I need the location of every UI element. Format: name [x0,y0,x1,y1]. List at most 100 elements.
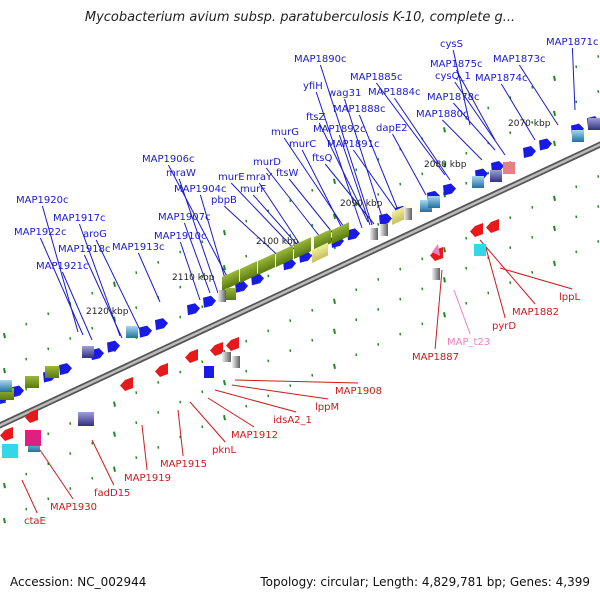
tick-mark [487,171,490,175]
tick-mark [597,240,600,243]
tick-mark [311,308,314,312]
leader-line [375,82,446,176]
gene-label: MAP1915 [160,459,207,470]
tick-mark [575,250,578,254]
teal-block [472,176,484,188]
gene-label: dapE2 [376,123,408,134]
tick-mark [575,185,578,189]
tick-mark [267,274,270,278]
gene-label: wag31 [328,88,361,99]
gene-label: ftsQ [312,153,332,164]
tick-mark [91,476,94,480]
leader-line [338,134,371,226]
gene-label: MAP1917c [53,213,105,224]
tick-mark [465,301,468,305]
genome-summary-label: Topology: circular; Length: 4,829,781 bp… [260,575,590,589]
leader-line [288,178,337,238]
tick-mark [245,219,248,223]
tick-mark [531,271,534,274]
tick-mark [575,100,578,104]
gene-label: fadD15 [94,488,130,499]
gene-label: MAP1892c [313,124,365,135]
gray-block [370,228,378,240]
gene-label: MAP1904c [174,184,226,195]
leader-line [453,289,471,335]
tick-mark [487,106,490,110]
leader-line [91,439,115,486]
blue-block [204,366,214,378]
gray-block [404,208,412,220]
leader-line [571,47,576,111]
leader-line [231,384,329,400]
leader-line [265,167,325,243]
tick-mark [201,275,204,279]
leader-line [315,91,363,229]
gene-label: MAP1912 [231,430,278,441]
tick-mark [377,193,380,196]
tick-mark [47,347,50,351]
forward-gene-arrow [187,303,200,316]
gene-label: MAP1875c [430,59,482,70]
tick-mark [575,65,578,69]
tick-mark [113,281,116,287]
tick-mark [553,225,556,232]
olive-block [276,245,293,267]
tick-mark [25,357,28,361]
leader-line [207,397,255,428]
forward-gene-arrow [139,325,152,338]
tick-mark [47,312,50,316]
olive-block [294,237,311,259]
reverse-gene-arrow [185,349,198,363]
tick-mark [223,380,226,386]
leader-line [230,182,299,254]
tick-mark [311,338,314,342]
tick-mark [443,277,446,283]
tick-mark [553,260,556,267]
tick-mark [421,257,424,261]
leader-line [177,409,184,457]
leader-line [352,149,397,211]
tick-mark [575,215,578,219]
tick-mark [179,370,182,374]
tick-mark [355,203,358,207]
leader-line [358,114,401,216]
magenta-block [25,430,41,446]
forward-gene-arrow [347,228,360,241]
gene-label: murD [253,157,281,168]
olive-block [222,269,239,291]
gene-label: pyrD [492,321,516,332]
leader-line [499,267,573,290]
reverse-gene-arrow [486,219,499,233]
tick-mark [399,267,402,271]
leader-line [324,163,375,225]
tick-mark [289,349,292,353]
tick-mark [377,223,380,226]
gene-label: MAP1882 [512,307,559,318]
tick-mark [25,507,28,511]
tick-mark [443,312,446,318]
tick-mark [289,319,292,323]
olive-block [226,288,236,300]
gene-label: MAP1922c [14,227,66,238]
leader-line [344,98,384,221]
forward-gene-arrow [203,295,216,308]
leader-line [455,69,496,141]
leader-line [518,64,559,126]
tick-mark [333,363,336,369]
tick-mark [91,441,94,445]
gene-label: MAP1907c [158,212,210,223]
tick-mark [311,373,314,377]
leader-line [500,83,536,141]
gene-label: MAP1891c [327,139,379,150]
tick-mark [553,140,556,147]
gene-label: idsA2_1 [273,415,312,426]
cyan-block [474,244,486,256]
gene-label: ftsW [276,168,298,179]
gray-block [432,268,440,280]
tick-mark [223,415,226,421]
teal-block [0,380,12,392]
tick-mark [223,230,226,236]
leader-line [39,237,84,336]
tick-mark [157,380,160,384]
gray-block [222,352,231,362]
